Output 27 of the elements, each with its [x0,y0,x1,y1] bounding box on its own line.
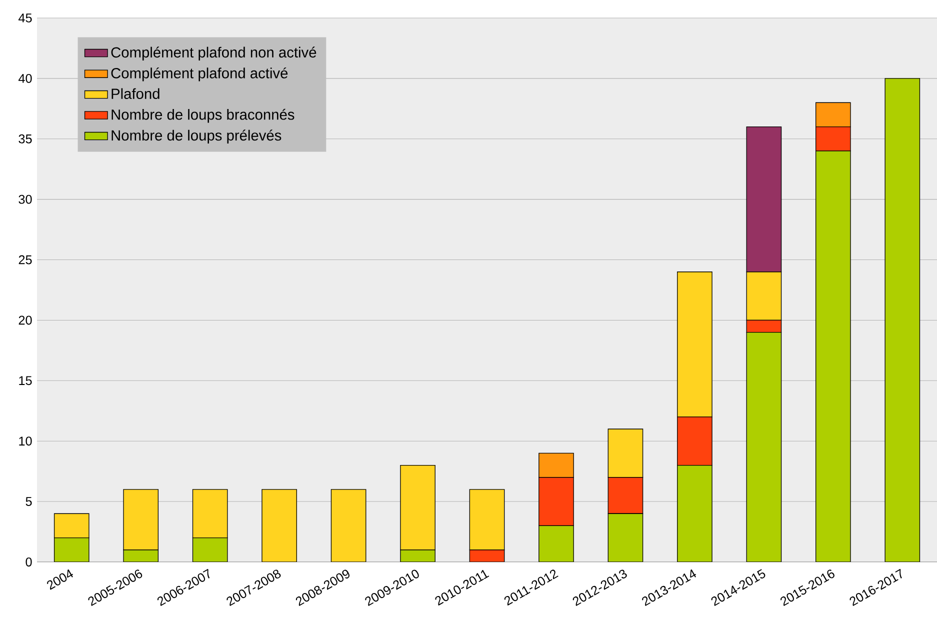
y-tick-label: 30 [18,194,32,204]
legend-label: Complément plafond activé [111,67,288,82]
bar [330,489,366,562]
bar [469,489,505,550]
y-tick-label: 20 [18,316,32,325]
bar [400,464,436,550]
bar [192,489,228,538]
legend-label: Plafond [112,88,160,99]
bar [262,489,297,562]
x-tick-label: 2004 [47,569,74,590]
legend-label: Complément plafond non activé [111,46,316,60]
y-tick-label: 15 [19,376,32,386]
y-tick-label: 45 [18,14,32,22]
y-tick-label: 5 [26,497,32,506]
bar [746,272,782,321]
bar [677,272,712,418]
y-tick-label: 25 [18,255,32,264]
legend-label: Nombre de loups prélevés [112,130,282,144]
legend-label: Nombre de loups braconnés [112,108,294,123]
bar [608,428,644,478]
y-tick-label: 35 [18,134,32,144]
y-tick-label: 10 [19,436,32,446]
bar [884,78,920,562]
y-tick-label: 0 [26,558,32,566]
bar [123,489,159,550]
y-tick-label: 40 [18,74,32,83]
bar [54,513,90,538]
